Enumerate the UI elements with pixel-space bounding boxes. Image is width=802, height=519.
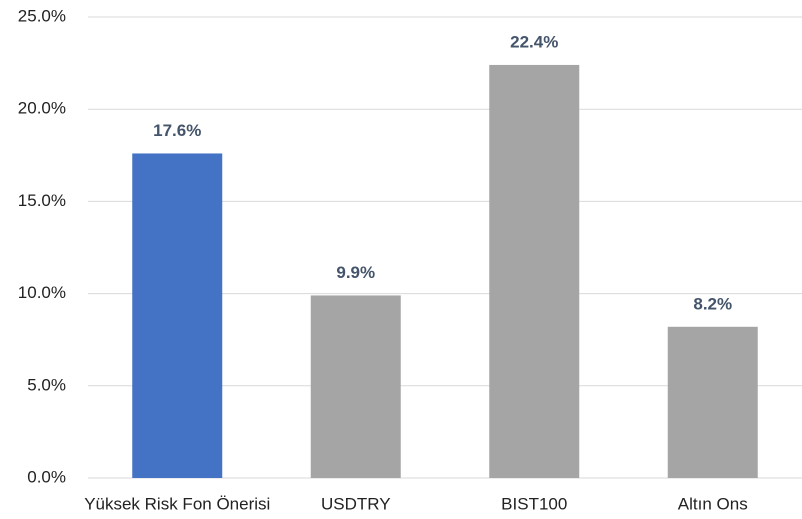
x-tick-label: Altın Ons xyxy=(678,494,748,513)
x-tick-label: USDTRY xyxy=(321,494,391,513)
bar xyxy=(667,326,758,478)
y-tick-label: 5.0% xyxy=(27,375,66,394)
x-tick-label: Yüksek Risk Fon Önerisi xyxy=(84,494,270,513)
x-tick-label: BIST100 xyxy=(501,494,567,513)
y-tick-label: 15.0% xyxy=(18,191,66,210)
bar xyxy=(132,153,223,478)
y-tick-label: 10.0% xyxy=(18,283,66,302)
data-label: 9.9% xyxy=(336,263,375,282)
data-label: 17.6% xyxy=(153,121,201,140)
bar xyxy=(310,295,401,478)
y-tick-label: 20.0% xyxy=(18,99,66,118)
bar xyxy=(489,64,580,478)
data-label: 8.2% xyxy=(693,294,732,313)
data-label: 22.4% xyxy=(510,32,558,51)
y-tick-label: 0.0% xyxy=(27,467,66,486)
y-tick-label: 25.0% xyxy=(18,6,66,25)
